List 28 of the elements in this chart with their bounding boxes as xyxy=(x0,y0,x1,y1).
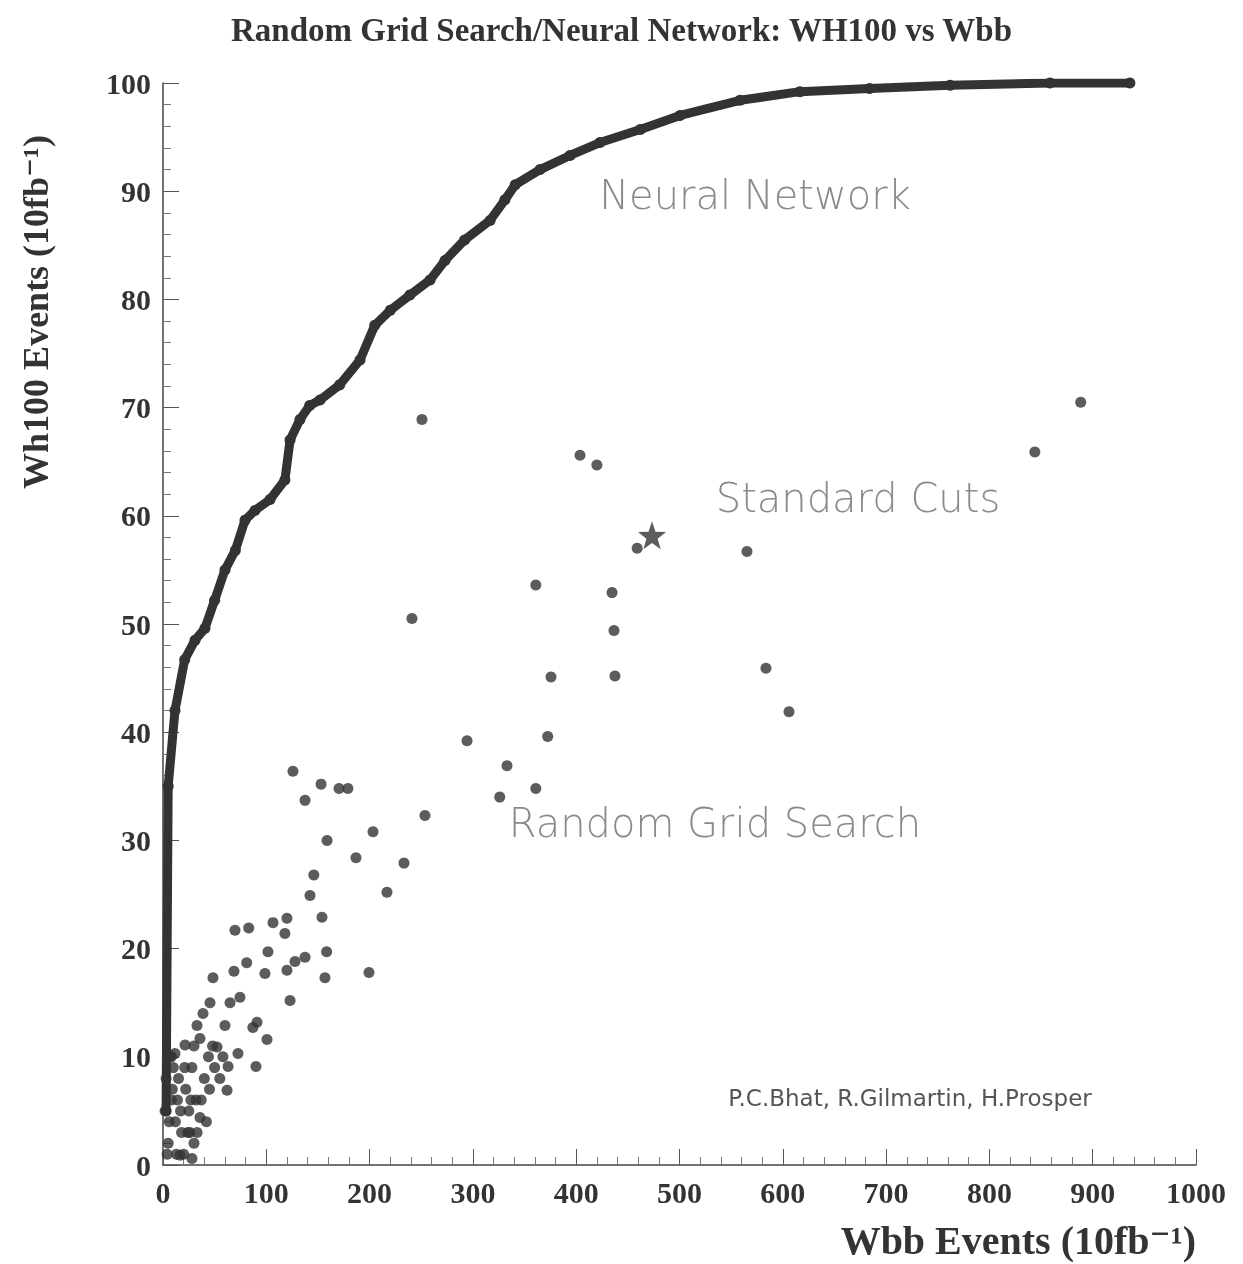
y-axis-title: Wh100 Events (10fb⁻¹) xyxy=(16,135,56,489)
x-tick-label: 100 xyxy=(243,1175,289,1209)
y-tick-label: 10 xyxy=(121,1040,151,1074)
y-tick-label: 60 xyxy=(121,499,151,533)
y-tick-label: 70 xyxy=(121,391,151,425)
y-tick-label: 90 xyxy=(121,174,151,208)
y-tick-label: 80 xyxy=(121,282,151,316)
x-tick-label: 1000 xyxy=(1166,1175,1226,1209)
y-tick-label: 40 xyxy=(121,715,151,749)
y-tick-label: 100 xyxy=(106,66,151,100)
x-tick-label: 400 xyxy=(553,1175,599,1209)
x-tick-label: 200 xyxy=(347,1175,393,1209)
annotation: P.C.Bhat, R.Gilmartin, H.Prosper xyxy=(728,1085,1093,1111)
annotation: Random Grid Search xyxy=(508,800,922,846)
x-tick-label: 800 xyxy=(966,1175,1012,1209)
y-tick-label: 20 xyxy=(121,932,151,966)
x-tick-label: 900 xyxy=(1070,1175,1116,1209)
x-tick-label: 700 xyxy=(863,1175,909,1209)
annotation: Neural Network xyxy=(599,172,911,218)
x-axis-title: Wbb Events (10fb⁻¹) xyxy=(840,1217,1196,1263)
x-tick-label: 500 xyxy=(657,1175,702,1209)
y-tick-label: 0 xyxy=(136,1148,151,1182)
x-tick-label: 300 xyxy=(450,1175,496,1209)
y-tick-label: 30 xyxy=(121,823,151,857)
x-tick-label: 600 xyxy=(760,1175,806,1209)
chart-title: Random Grid Search/Neural Network: WH100 vs Wbb xyxy=(230,11,1013,48)
y-tick-label: 50 xyxy=(121,607,151,641)
annotation: Standard Cuts xyxy=(715,475,1001,521)
